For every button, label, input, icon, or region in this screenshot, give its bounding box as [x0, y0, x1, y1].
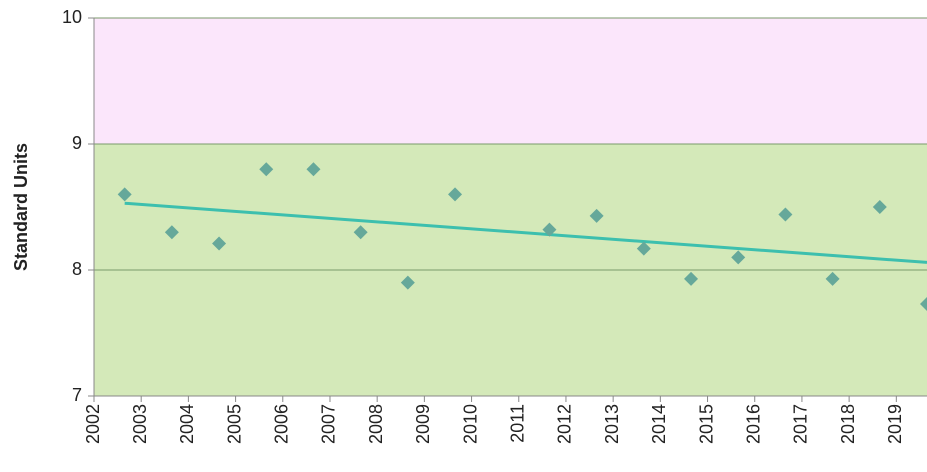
data-point — [212, 236, 227, 251]
data-point — [542, 222, 557, 237]
x-tick-label: 2005 — [224, 404, 244, 444]
data-point — [778, 207, 793, 222]
x-tick-label: 2009 — [413, 404, 433, 444]
data-point — [306, 162, 321, 177]
x-tick-label: 2008 — [366, 404, 386, 444]
data-point — [117, 187, 132, 202]
data-point — [164, 225, 179, 240]
x-tick-label: 2017 — [791, 404, 811, 444]
x-tick-label: 2004 — [177, 404, 197, 444]
x-tick-label: 2012 — [555, 404, 575, 444]
data-point — [684, 271, 699, 286]
x-tick-label: 2019 — [885, 404, 905, 444]
x-tick-label: 2014 — [649, 404, 669, 444]
x-tick-label: 2006 — [272, 404, 292, 444]
data-point — [589, 208, 604, 223]
x-tick-label: 2003 — [130, 404, 150, 444]
band — [94, 18, 927, 144]
data-point — [353, 225, 368, 240]
x-tick-label: 2016 — [743, 404, 763, 444]
trendline — [124, 201, 927, 264]
data-point — [259, 162, 274, 177]
x-tick-label: 2010 — [460, 404, 480, 444]
y-axis-label: Standard Units — [11, 143, 31, 271]
y-tick-label: 9 — [72, 133, 82, 153]
y-tick-label: 8 — [72, 259, 82, 279]
data-point — [920, 297, 927, 312]
y-tick-label: 7 — [72, 385, 82, 405]
y-tick-label: 10 — [62, 7, 82, 27]
data-point — [825, 271, 840, 286]
data-point — [731, 250, 746, 265]
x-tick-label: 2011 — [508, 404, 528, 443]
data-point — [400, 275, 415, 290]
x-tick-label: 2018 — [838, 404, 858, 444]
x-tick-label: 2013 — [602, 404, 622, 444]
x-tick-label: 2002 — [83, 404, 103, 444]
data-point — [872, 200, 887, 214]
data-point — [448, 187, 463, 202]
data-point — [636, 241, 651, 256]
x-tick-label: 2015 — [696, 404, 716, 444]
x-tick-label: 2007 — [319, 404, 339, 444]
